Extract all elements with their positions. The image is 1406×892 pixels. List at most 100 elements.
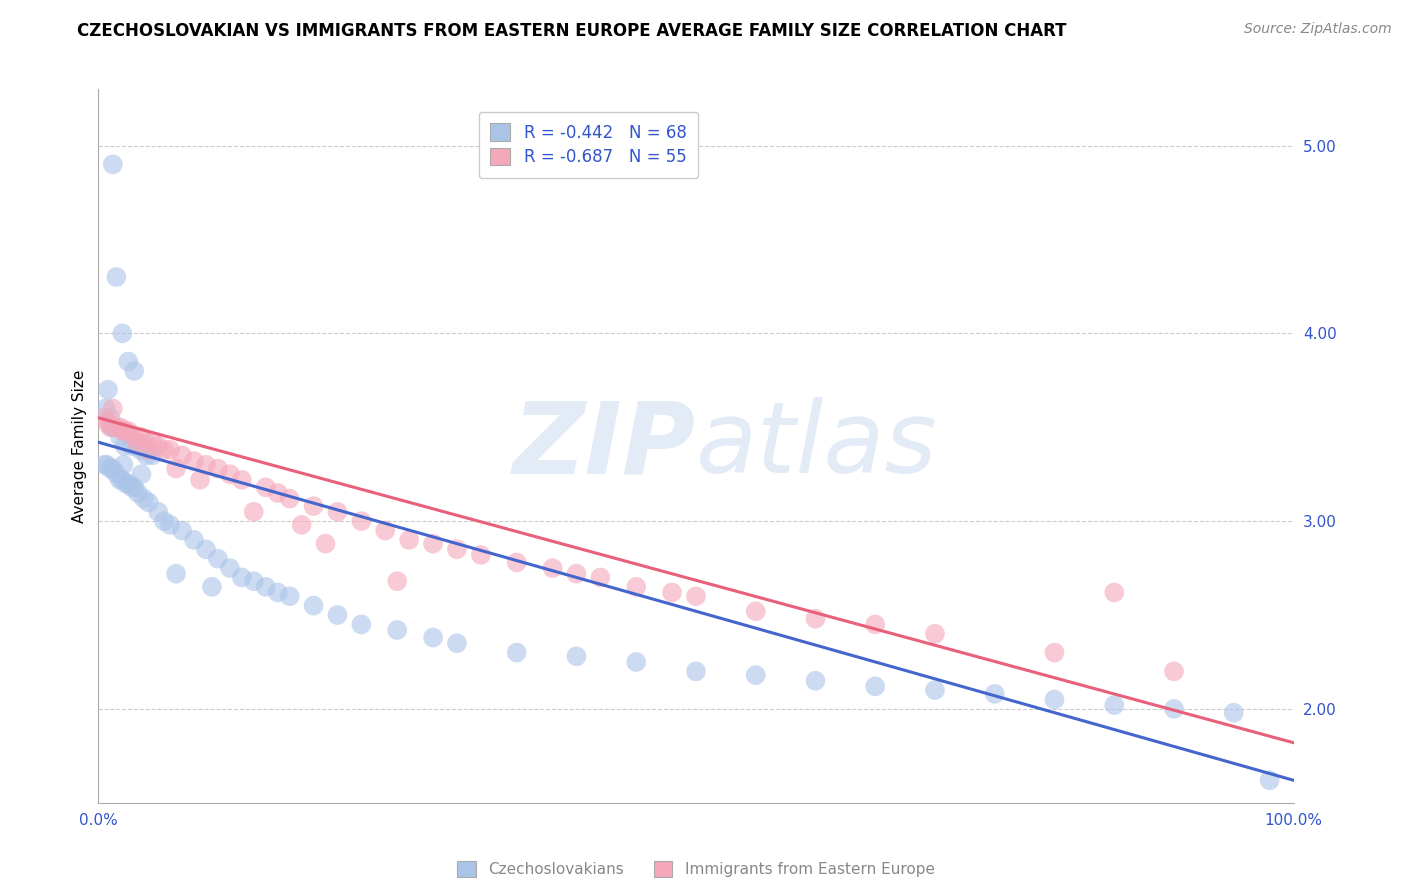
Point — [135, 449, 157, 463]
Point — [278, 491, 301, 506]
Point — [984, 687, 1007, 701]
Point — [1223, 706, 1246, 720]
Point — [745, 604, 768, 618]
Point — [96, 458, 118, 472]
Point — [315, 536, 337, 550]
Point — [254, 480, 277, 494]
Point — [98, 420, 122, 434]
Point — [125, 439, 148, 453]
Point — [138, 442, 160, 457]
Point — [446, 542, 468, 557]
Text: Source: ZipAtlas.com: Source: ZipAtlas.com — [1244, 22, 1392, 37]
Point — [804, 673, 827, 688]
Point — [94, 401, 117, 416]
Point — [114, 439, 136, 453]
Point — [661, 585, 683, 599]
Point — [117, 476, 139, 491]
Point — [1043, 692, 1066, 706]
Point — [108, 429, 131, 443]
Point — [195, 542, 218, 557]
Point — [129, 429, 152, 443]
Point — [685, 589, 707, 603]
Point — [103, 420, 125, 434]
Point — [267, 585, 290, 599]
Point — [117, 354, 139, 368]
Point — [93, 410, 115, 425]
Point — [350, 514, 373, 528]
Point — [131, 467, 153, 482]
Point — [105, 420, 128, 434]
Point — [291, 517, 314, 532]
Point — [121, 439, 143, 453]
Point — [219, 561, 242, 575]
Point — [506, 556, 529, 570]
Point — [1043, 646, 1066, 660]
Point — [207, 551, 229, 566]
Point — [254, 580, 277, 594]
Point — [865, 679, 887, 693]
Point — [183, 454, 205, 468]
Point — [172, 524, 194, 538]
Point — [111, 473, 134, 487]
Point — [129, 442, 152, 457]
Point — [422, 631, 444, 645]
Point — [201, 580, 224, 594]
Point — [1163, 665, 1185, 679]
Point — [125, 435, 148, 450]
Point — [565, 649, 588, 664]
Point — [231, 473, 253, 487]
Point — [101, 461, 124, 475]
Point — [101, 157, 124, 171]
Point — [114, 424, 136, 438]
Point — [278, 589, 301, 603]
Point — [326, 505, 349, 519]
Point — [98, 410, 122, 425]
Point — [165, 461, 187, 475]
Point — [745, 668, 768, 682]
Point — [153, 442, 176, 457]
Point — [188, 473, 211, 487]
Point — [1104, 585, 1126, 599]
Point — [124, 364, 146, 378]
Point — [121, 480, 143, 494]
Text: CZECHOSLOVAKIAN VS IMMIGRANTS FROM EASTERN EUROPE AVERAGE FAMILY SIZE CORRELATIO: CZECHOSLOVAKIAN VS IMMIGRANTS FROM EASTE… — [77, 22, 1067, 40]
Point — [231, 570, 253, 584]
Point — [470, 548, 492, 562]
Point — [243, 505, 266, 519]
Point — [115, 476, 138, 491]
Point — [350, 617, 373, 632]
Point — [924, 683, 946, 698]
Point — [1258, 773, 1281, 788]
Point — [302, 499, 325, 513]
Point — [446, 636, 468, 650]
Point — [1104, 698, 1126, 713]
Point — [124, 429, 146, 443]
Point — [506, 646, 529, 660]
Legend: Czechoslovakians, Immigrants from Eastern Europe: Czechoslovakians, Immigrants from Easter… — [450, 854, 942, 885]
Point — [97, 383, 120, 397]
Point — [127, 486, 149, 500]
Point — [153, 514, 176, 528]
Text: atlas: atlas — [696, 398, 938, 494]
Point — [132, 491, 155, 506]
Point — [105, 270, 128, 285]
Point — [112, 458, 135, 472]
Point — [117, 424, 139, 438]
Point — [195, 458, 218, 472]
Text: ZIP: ZIP — [513, 398, 696, 494]
Point — [685, 665, 707, 679]
Point — [165, 566, 187, 581]
Point — [100, 420, 122, 434]
Point — [97, 417, 120, 431]
Point — [141, 449, 163, 463]
Point — [159, 442, 181, 457]
Point — [243, 574, 266, 589]
Point — [141, 435, 163, 450]
Point — [93, 458, 115, 472]
Point — [865, 617, 887, 632]
Point — [374, 524, 396, 538]
Point — [148, 505, 170, 519]
Point — [1163, 702, 1185, 716]
Point — [207, 461, 229, 475]
Point — [148, 439, 170, 453]
